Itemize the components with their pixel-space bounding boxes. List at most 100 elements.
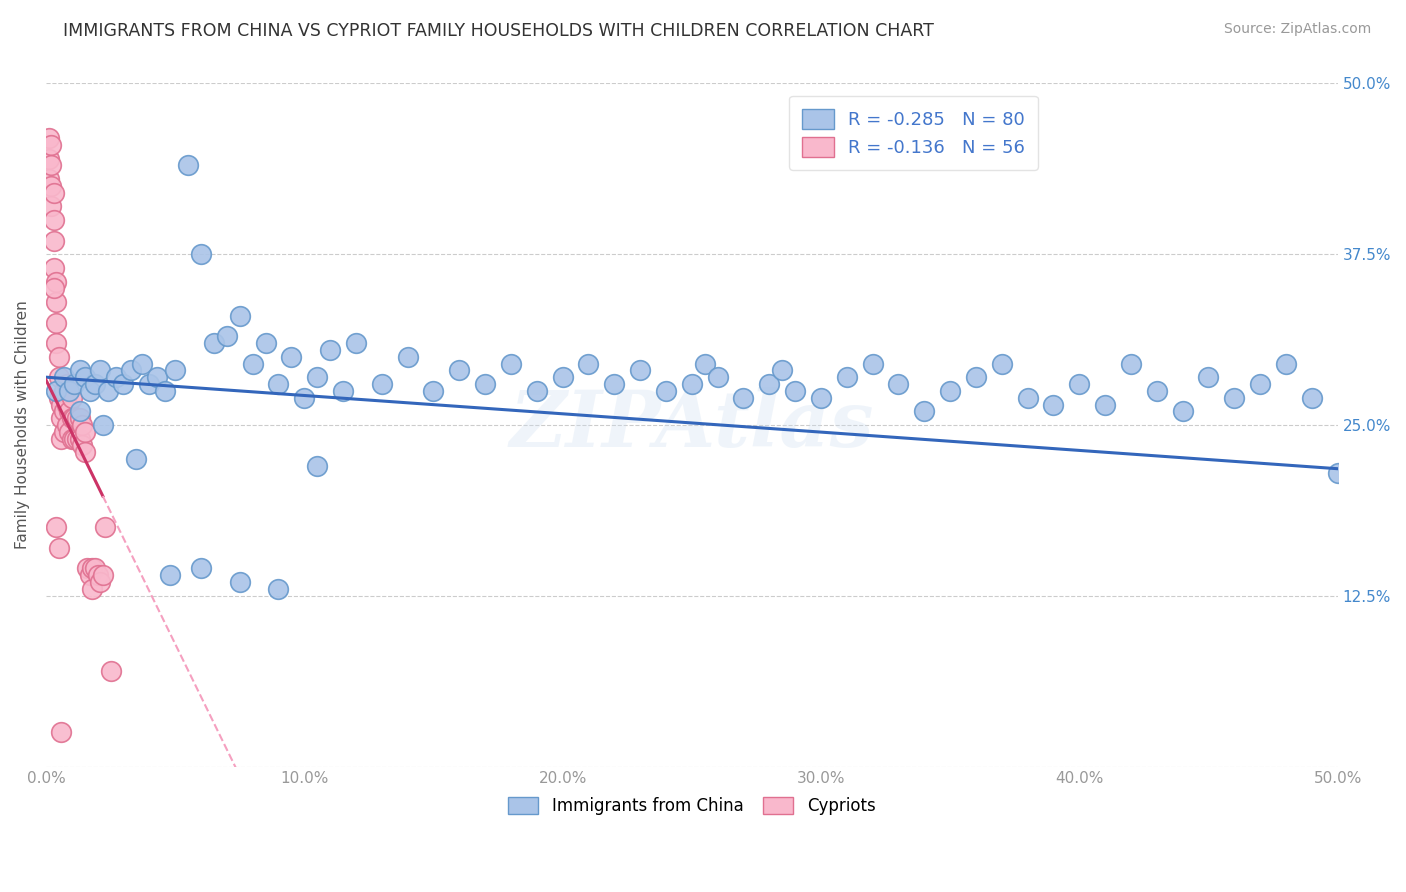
Cypriots (66, 411, 89, 425)
Immigrants from China (104, 370, 127, 384)
Cypriots (86, 568, 108, 582)
Cypriots (45, 275, 67, 289)
Cypriots (39, 158, 62, 172)
Immigrants from China (371, 377, 394, 392)
Immigrants from China (681, 377, 703, 392)
Immigrants from China (422, 384, 444, 398)
Cypriots (94, 520, 117, 534)
Cypriots (60, 411, 83, 425)
Immigrants from China (912, 404, 935, 418)
Immigrants from China (307, 458, 329, 473)
Text: ZIPAtlas: ZIPAtlas (509, 387, 875, 463)
Cypriots (42, 213, 65, 227)
Immigrants from China (190, 561, 212, 575)
Immigrants from China (770, 363, 793, 377)
Immigrants from China (733, 391, 755, 405)
Cypriots (82, 582, 104, 596)
Immigrants from China (835, 370, 858, 384)
Immigrants from China (551, 370, 574, 384)
Cypriots (42, 234, 65, 248)
Immigrants from China (84, 377, 107, 392)
Immigrants from China (655, 384, 678, 398)
Immigrants from China (706, 370, 728, 384)
Cypriots (38, 152, 60, 166)
Cypriots (69, 411, 91, 425)
Immigrants from China (228, 309, 250, 323)
Cypriots (89, 575, 111, 590)
Immigrants from China (578, 357, 600, 371)
Cypriots (53, 384, 76, 398)
Cypriots (58, 425, 80, 439)
Cypriots (63, 411, 86, 425)
Immigrants from China (267, 377, 290, 392)
Cypriots (45, 336, 67, 351)
Immigrants from China (79, 384, 101, 398)
Immigrants from China (396, 350, 419, 364)
Immigrants from China (120, 363, 142, 377)
Immigrants from China (939, 384, 962, 398)
Immigrants from China (228, 575, 250, 590)
Immigrants from China (862, 357, 884, 371)
Immigrants from China (1069, 377, 1091, 392)
Cypriots (38, 131, 60, 145)
Immigrants from China (146, 370, 169, 384)
Immigrants from China (215, 329, 238, 343)
Cypriots (66, 432, 89, 446)
Cypriots (70, 438, 93, 452)
Immigrants from China (1094, 397, 1116, 411)
Immigrants from China (159, 568, 181, 582)
Legend: Immigrants from China, Cypriots: Immigrants from China, Cypriots (501, 789, 884, 823)
Cypriots (39, 199, 62, 213)
Immigrants from China (307, 370, 329, 384)
Cypriots (45, 316, 67, 330)
Cypriots (73, 425, 96, 439)
Immigrants from China (1249, 377, 1271, 392)
Immigrants from China (965, 370, 987, 384)
Immigrants from China (69, 363, 91, 377)
Immigrants from China (628, 363, 651, 377)
Immigrants from China (1146, 384, 1168, 398)
Immigrants from China (1119, 357, 1142, 371)
Immigrants from China (1042, 397, 1064, 411)
Immigrants from China (1223, 391, 1246, 405)
Cypriots (82, 561, 104, 575)
Immigrants from China (112, 377, 135, 392)
Cypriots (73, 445, 96, 459)
Cypriots (39, 178, 62, 193)
Immigrants from China (332, 384, 354, 398)
Cypriots (55, 377, 77, 392)
Immigrants from China (280, 350, 302, 364)
Immigrants from China (785, 384, 807, 398)
Cypriots (79, 568, 101, 582)
Cypriots (76, 561, 98, 575)
Cypriots (51, 725, 73, 739)
Cypriots (45, 295, 67, 310)
Immigrants from China (58, 384, 80, 398)
Immigrants from China (89, 363, 111, 377)
Cypriots (42, 281, 65, 295)
Cypriots (48, 391, 70, 405)
Cypriots (39, 137, 62, 152)
Immigrants from China (344, 336, 367, 351)
Cypriots (69, 432, 91, 446)
Immigrants from China (319, 343, 342, 357)
Immigrants from China (177, 158, 200, 172)
Immigrants from China (165, 363, 187, 377)
Immigrants from China (526, 384, 548, 398)
Cypriots (91, 568, 114, 582)
Immigrants from China (202, 336, 225, 351)
Cypriots (48, 541, 70, 555)
Immigrants from China (474, 377, 496, 392)
Cypriots (45, 520, 67, 534)
Cypriots (51, 411, 73, 425)
Cypriots (100, 664, 122, 678)
Cypriots (55, 417, 77, 432)
Immigrants from China (1017, 391, 1039, 405)
Immigrants from China (45, 384, 67, 398)
Immigrants from China (1198, 370, 1220, 384)
Immigrants from China (73, 370, 96, 384)
Immigrants from China (190, 247, 212, 261)
Cypriots (48, 350, 70, 364)
Immigrants from China (693, 357, 716, 371)
Immigrants from China (242, 357, 264, 371)
